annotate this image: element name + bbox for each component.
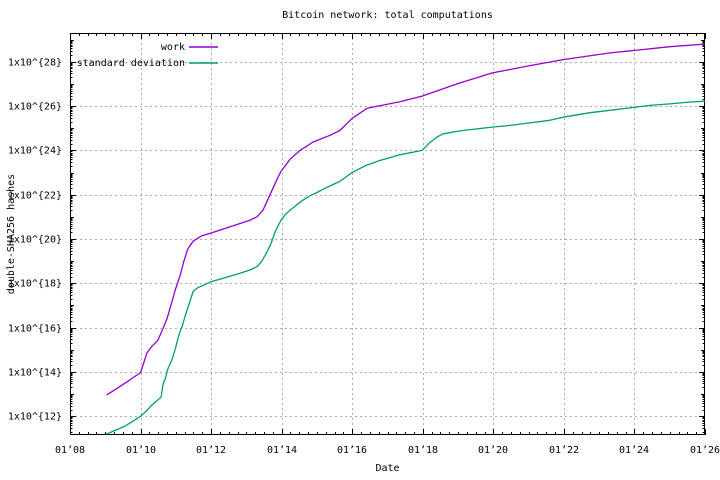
x-tick-label: 01’08 [55,445,85,456]
x-tick-label: 01’22 [549,445,579,456]
y-tick-label: 1x10^{26} [8,102,62,113]
stddev-series-line [106,100,706,435]
x-tick-label: 01’26 [690,445,720,456]
plot-border [70,33,705,435]
x-tick-label: 01’12 [196,445,226,456]
x-tick-label: 01’18 [408,445,438,456]
y-tick-label: 1x10^{24} [8,146,62,157]
y-tick-label: 1x10^{20} [8,235,62,246]
x-tick-label: 01’14 [267,445,297,456]
x-tick-label: 01’24 [619,445,649,456]
x-tick-label: 01’20 [478,445,508,456]
x-tick-label: 01’10 [126,445,156,456]
legend-label: work [161,42,185,53]
legend-label: standard deviation [77,58,185,69]
y-axis-label: double-SHA256 hashes [6,173,17,295]
x-tick-label: 01’16 [337,445,367,456]
y-tick-label: 1x10^{14} [8,368,62,379]
y-tick-label: 1x10^{18} [8,279,62,290]
chart-title: Bitcoin network: total computations [282,10,493,21]
y-tick-label: 1x10^{16} [8,324,62,335]
y-tick-label: 1x10^{28} [8,58,62,69]
y-tick-label: 1x10^{12} [8,412,62,423]
work-series-line [106,43,706,396]
x-axis-label: Date [375,463,400,474]
y-tick-label: 1x10^{22} [8,191,62,202]
